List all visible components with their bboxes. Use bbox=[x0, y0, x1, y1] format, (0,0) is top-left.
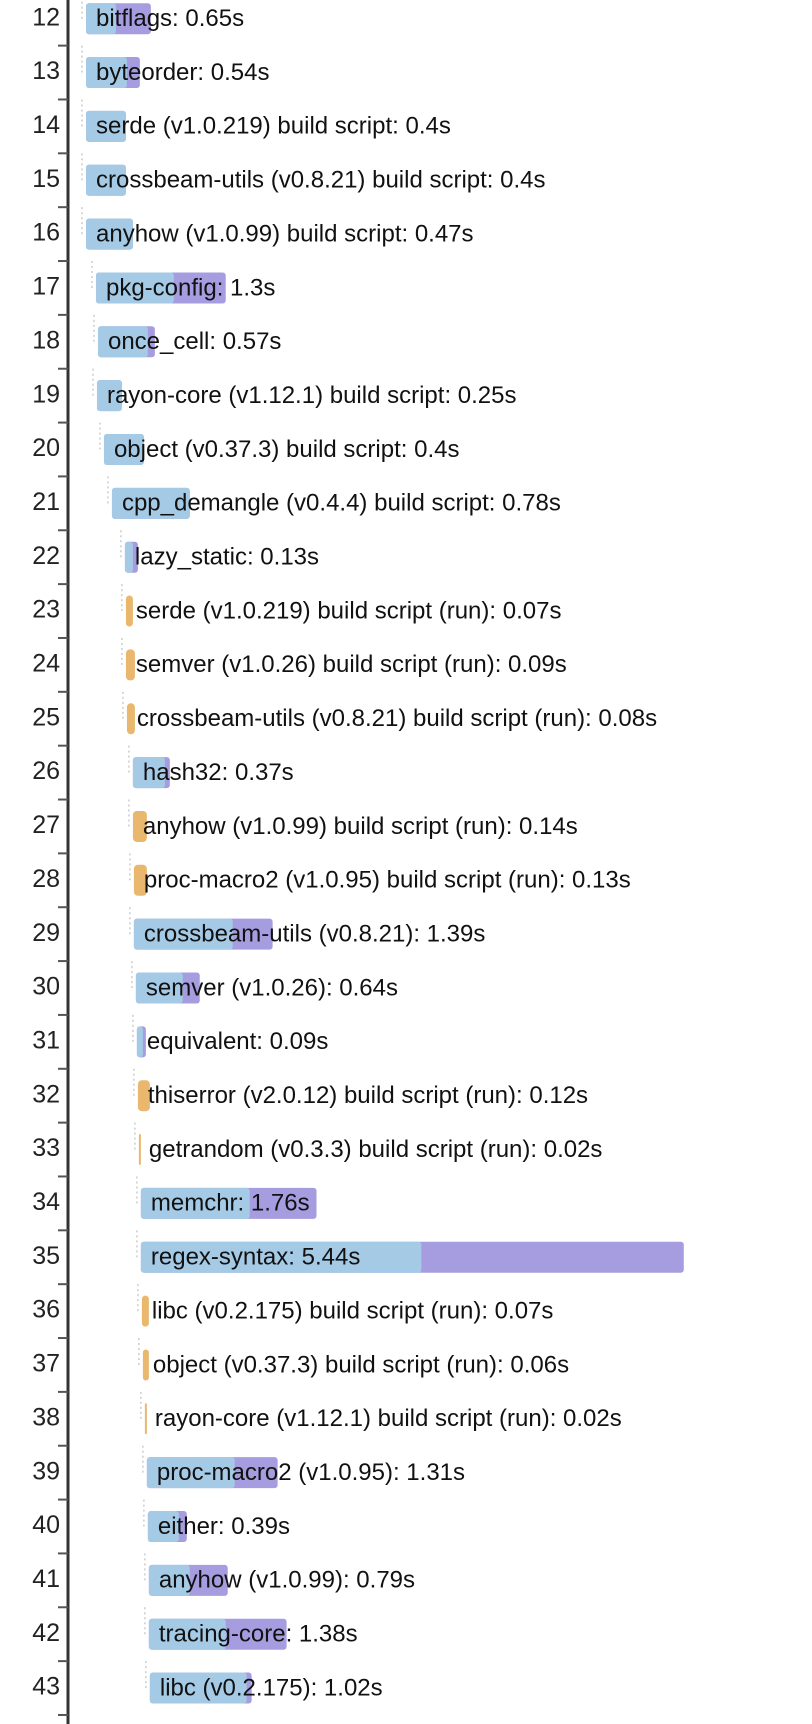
frontend-bar bbox=[132, 757, 165, 789]
unit-label: once_cell: 0.57s bbox=[108, 328, 281, 355]
unit-label: anyhow (v1.0.99): 0.79s bbox=[159, 1567, 415, 1594]
unit-label: either: 0.39s bbox=[158, 1513, 290, 1540]
run-bar bbox=[144, 1403, 147, 1435]
run-bar bbox=[137, 1080, 150, 1112]
row-number: 16 bbox=[32, 219, 60, 247]
run-bar bbox=[138, 1134, 141, 1166]
row-number: 23 bbox=[32, 596, 60, 624]
row-number: 18 bbox=[32, 326, 60, 354]
run-bar bbox=[125, 595, 133, 627]
frontend-bar bbox=[133, 918, 233, 950]
row-number: 39 bbox=[32, 1457, 60, 1485]
row-number: 27 bbox=[32, 811, 60, 839]
frontend-bar bbox=[148, 1564, 190, 1596]
row-number: 29 bbox=[32, 919, 60, 947]
row-number: 31 bbox=[32, 1026, 60, 1054]
unit-label: byteorder: 0.54s bbox=[96, 59, 269, 86]
unit-label: semver (v1.0.26) build script (run): 0.0… bbox=[136, 651, 567, 678]
unit-label: object (v0.37.3) build script (run): 0.0… bbox=[153, 1351, 569, 1378]
unit-label: equivalent: 0.09s bbox=[147, 1028, 328, 1055]
unit-label: lazy_static: 0.13s bbox=[135, 544, 319, 571]
unit-label: pkg-config: 1.3s bbox=[106, 274, 275, 301]
row-number: 38 bbox=[32, 1403, 60, 1431]
unit-label: crossbeam-utils (v0.8.21): 1.39s bbox=[144, 920, 485, 947]
run-bar bbox=[142, 1349, 149, 1381]
row-number: 41 bbox=[32, 1565, 60, 1593]
unit-label: regex-syntax: 5.44s bbox=[151, 1244, 360, 1271]
run-bar bbox=[132, 810, 147, 842]
run-bar bbox=[141, 1295, 149, 1327]
frontend-bar bbox=[86, 218, 133, 250]
frontend-bar bbox=[95, 272, 174, 304]
unit-label: rayon-core (v1.12.1) build script: 0.25s bbox=[107, 382, 517, 409]
row-number: 24 bbox=[32, 650, 60, 678]
frontend-bar bbox=[146, 1457, 235, 1489]
row-number: 17 bbox=[32, 273, 60, 301]
row-number: 40 bbox=[32, 1511, 60, 1539]
unit-label: anyhow (v1.0.99) build script: 0.47s bbox=[96, 220, 474, 247]
unit-label: anyhow (v1.0.99) build script (run): 0.1… bbox=[143, 813, 578, 840]
frontend-bar bbox=[136, 1026, 143, 1058]
row-number: 13 bbox=[32, 57, 60, 85]
row-number: 14 bbox=[32, 111, 60, 139]
frontend-bar bbox=[86, 110, 126, 142]
row-number: 30 bbox=[32, 973, 60, 1001]
row-number: 33 bbox=[32, 1134, 60, 1162]
row-number: 35 bbox=[32, 1242, 60, 1270]
frontend-bar bbox=[86, 3, 116, 35]
row-number: 28 bbox=[32, 865, 60, 893]
row-number: 36 bbox=[32, 1296, 60, 1324]
unit-label: tracing-core: 1.38s bbox=[159, 1621, 358, 1648]
frontend-bar bbox=[124, 541, 133, 573]
unit-label: libc (v0.2.175): 1.02s bbox=[160, 1674, 383, 1701]
frontend-bar bbox=[147, 1511, 179, 1542]
run-bar bbox=[133, 864, 147, 896]
frontend-bar bbox=[140, 1187, 250, 1219]
row-number: 12 bbox=[32, 3, 60, 31]
row-number: 19 bbox=[32, 380, 60, 408]
frontend-bar bbox=[140, 1241, 422, 1273]
frontend-bar bbox=[86, 164, 126, 196]
unit-label: libc (v0.2.175) build script (run): 0.07… bbox=[152, 1297, 554, 1324]
row-number: 26 bbox=[32, 757, 60, 785]
row-number: 22 bbox=[32, 542, 60, 570]
unit-label: thiserror (v2.0.12) build script (run): … bbox=[148, 1082, 588, 1109]
run-bar bbox=[126, 703, 135, 735]
row-number: 25 bbox=[32, 703, 60, 731]
frontend-bar bbox=[97, 326, 148, 358]
unit-label: semver (v1.0.26): 0.64s bbox=[146, 974, 398, 1001]
row-number: 37 bbox=[32, 1350, 60, 1378]
run-bar bbox=[125, 649, 135, 681]
frontend-bar bbox=[111, 487, 190, 519]
unit-label: serde (v1.0.219) build script (run): 0.0… bbox=[136, 597, 562, 624]
unit-label: memchr: 1.76s bbox=[151, 1190, 310, 1217]
row-number: 20 bbox=[32, 434, 60, 462]
unit-label: rayon-core (v1.12.1) build script (run):… bbox=[155, 1405, 622, 1432]
unit-label: hash32: 0.37s bbox=[143, 759, 294, 786]
unit-label: proc-macro2 (v1.0.95): 1.31s bbox=[157, 1459, 465, 1486]
frontend-bar bbox=[96, 380, 122, 412]
frontend-bar bbox=[149, 1672, 247, 1704]
row-number: 32 bbox=[32, 1080, 60, 1108]
unit-label: crossbeam-utils (v0.8.21) build script: … bbox=[96, 167, 546, 194]
unit-label: serde (v1.0.219) build script: 0.4s bbox=[96, 113, 451, 140]
frontend-bar bbox=[86, 57, 127, 89]
unit-label: object (v0.37.3) build script: 0.4s bbox=[114, 436, 460, 463]
unit-label: proc-macro2 (v1.0.95) build script (run)… bbox=[144, 867, 631, 894]
frontend-bar bbox=[103, 434, 144, 465]
row-number: 34 bbox=[32, 1188, 60, 1216]
frontend-bar bbox=[148, 1618, 226, 1650]
unit-label: cpp_demangle (v0.4.4) build script: 0.78… bbox=[122, 490, 561, 517]
unit-label: getrandom (v0.3.3) build script (run): 0… bbox=[149, 1136, 603, 1163]
row-number: 42 bbox=[32, 1619, 60, 1647]
unit-label: crossbeam-utils (v0.8.21) build script (… bbox=[137, 705, 657, 732]
row-number: 21 bbox=[32, 488, 60, 516]
frontend-bar bbox=[135, 972, 183, 1004]
unit-label: bitflags: 0.65s bbox=[96, 5, 244, 32]
row-number: 43 bbox=[32, 1673, 60, 1701]
row-number: 15 bbox=[32, 165, 60, 193]
